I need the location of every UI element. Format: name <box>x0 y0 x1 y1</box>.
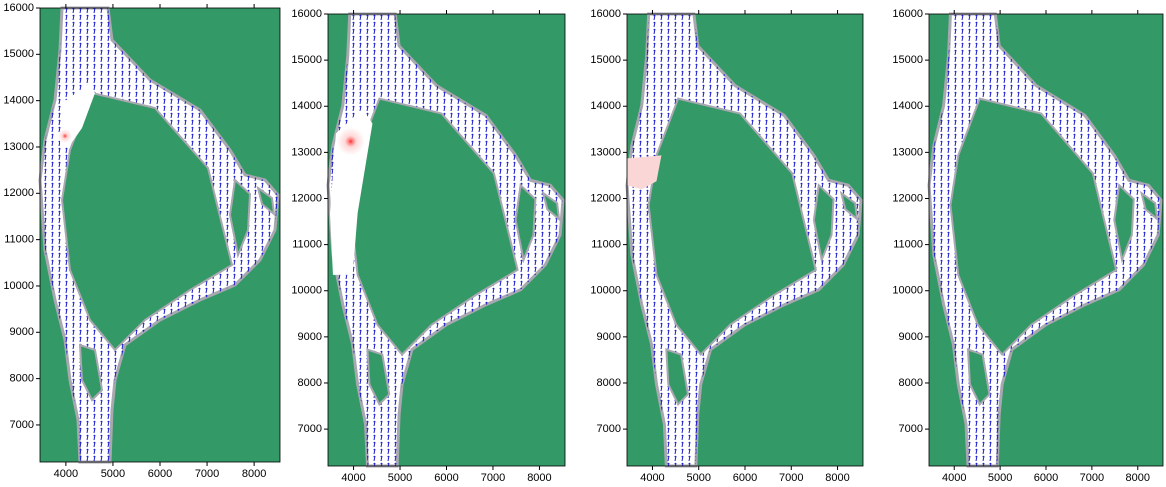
y-tick-label: 10000 <box>3 280 34 292</box>
y-tick-label: 15000 <box>3 48 34 60</box>
x-tick-label: 6000 <box>1034 472 1058 482</box>
y-tick-label: 14000 <box>3 95 34 107</box>
y-tick-label: 9000 <box>298 331 322 343</box>
x-tick-label: 6000 <box>148 468 172 480</box>
y-tick-label: 13000 <box>892 146 923 158</box>
y-tick-label: 12000 <box>590 192 621 204</box>
x-tick-label: 7000 <box>1080 472 1104 482</box>
y-tick-label: 11000 <box>893 239 923 251</box>
y-tick-label: 12000 <box>3 187 34 199</box>
x-tick-label: 8000 <box>527 472 551 482</box>
y-tick-label: 16000 <box>3 2 34 14</box>
y-tick-label: 8000 <box>10 373 34 385</box>
y-tick-label: 12000 <box>892 192 923 204</box>
x-tick-label: 4000 <box>942 472 966 482</box>
plume-source <box>337 127 365 155</box>
map-panel: 7000 8000 9000 10000 11000 12000 13000 14000 150… <box>892 8 1163 482</box>
figure: 7000 8000 9000 10000 11000 12000 13000 14000 150… <box>0 0 1166 482</box>
x-tick-label: 6000 <box>733 472 757 482</box>
x-tick-label: 7000 <box>779 472 803 482</box>
map-panel: 7000 8000 9000 10000 11000 12000 13000 14000 150… <box>590 8 863 482</box>
y-tick-label: 8000 <box>298 377 322 389</box>
y-tick-label: 9000 <box>10 326 34 338</box>
x-tick-label: 5000 <box>101 468 125 480</box>
y-tick-label: 10000 <box>291 285 322 297</box>
x-tick-label: 6000 <box>434 472 458 482</box>
x-tick-label: 4000 <box>341 472 365 482</box>
y-tick-label: 15000 <box>291 54 322 66</box>
y-tick-label: 14000 <box>590 100 621 112</box>
y-tick-label: 16000 <box>892 8 923 20</box>
y-tick-label: 10000 <box>892 285 923 297</box>
y-tick-label: 16000 <box>590 8 621 20</box>
x-tick-label: 8000 <box>1126 472 1150 482</box>
x-tick-label: 7000 <box>481 472 505 482</box>
x-tick-label: 7000 <box>195 468 219 480</box>
y-tick-label: 11000 <box>4 234 34 246</box>
x-tick-label: 5000 <box>686 472 710 482</box>
map-panel: 7000 8000 9000 10000 11000 12000 13000 14000 150… <box>291 8 565 482</box>
y-tick-label: 11000 <box>591 239 621 251</box>
x-tick-label: 8000 <box>825 472 849 482</box>
y-tick-label: 7000 <box>597 423 621 435</box>
y-tick-label: 13000 <box>291 146 322 158</box>
y-tick-label: 14000 <box>291 100 322 112</box>
plume-source <box>58 129 72 143</box>
y-tick-label: 7000 <box>10 419 34 431</box>
y-tick-label: 7000 <box>899 423 923 435</box>
x-tick-label: 5000 <box>388 472 412 482</box>
map-panel: 7000 8000 9000 10000 11000 12000 13000 14000 150… <box>3 2 280 480</box>
y-tick-label: 13000 <box>590 146 621 158</box>
y-tick-label: 7000 <box>298 423 322 435</box>
x-tick-label: 4000 <box>640 472 664 482</box>
x-tick-label: 8000 <box>242 468 266 480</box>
y-tick-label: 13000 <box>3 141 34 153</box>
y-tick-label: 9000 <box>597 331 621 343</box>
y-tick-label: 12000 <box>291 192 322 204</box>
y-tick-label: 15000 <box>590 54 621 66</box>
y-tick-label: 8000 <box>597 377 621 389</box>
y-tick-label: 9000 <box>899 331 923 343</box>
x-tick-label: 4000 <box>54 468 78 480</box>
y-tick-label: 15000 <box>892 54 923 66</box>
y-tick-label: 14000 <box>892 100 923 112</box>
y-tick-label: 11000 <box>292 239 322 251</box>
y-tick-label: 10000 <box>590 285 621 297</box>
y-tick-label: 16000 <box>291 8 322 20</box>
x-tick-label: 5000 <box>988 472 1012 482</box>
y-tick-label: 8000 <box>899 377 923 389</box>
